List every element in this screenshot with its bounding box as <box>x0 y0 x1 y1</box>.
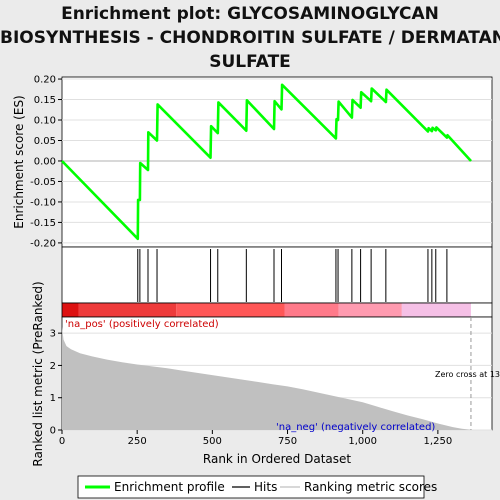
es-panel: 0.20 0.15 0.10 0.05 0.00 -0.05 -0.10 -0.15 -0.20… <box>12 75 493 249</box>
ranking-y-axis-label: Ranked list metric (PreRanked) <box>31 281 45 466</box>
es-y-ticks: 0.20 0.15 0.10 0.05 0.00 -0.05 -0.10 -0.15 -0.20 <box>30 75 62 249</box>
ranking-y-tick-label: 1 <box>50 393 56 404</box>
legend-hits-label: Hits <box>254 480 277 494</box>
es-y-tick-label: -0.20 <box>30 238 56 249</box>
es-y-tick-label: -0.10 <box>30 197 56 208</box>
colorbar-segment <box>78 303 177 317</box>
es-y-axis-label: Enrichment score (ES) <box>12 95 26 228</box>
es-y-tick-label: -0.15 <box>30 218 56 229</box>
zero-cross-label: Zero cross at 1360 <box>435 370 500 379</box>
negative-correlation-label: 'na_neg' (negatively correlated) <box>276 422 435 433</box>
legend-ranking-label: Ranking metric scores <box>304 480 437 494</box>
hit-lines <box>137 249 448 302</box>
x-tick-label: 1,250 <box>424 436 453 447</box>
ranking-x-ticks: 0 250 500 750 1,000 1,250 <box>59 430 452 447</box>
ranking-y-tick-label: 3 <box>50 329 56 340</box>
chart-title-line-2: BIOSYNTHESIS - CHONDROITIN SULFATE / DER… <box>0 28 500 48</box>
legend-box <box>77 475 425 499</box>
colorbar-segment <box>338 303 402 317</box>
ranking-y-tick-label: 0 <box>50 426 56 437</box>
es-y-tick-label: -0.05 <box>30 177 56 188</box>
x-tick-label: 750 <box>278 436 297 447</box>
es-y-tick-label: 0.15 <box>34 95 56 106</box>
x-tick-label: 0 <box>59 436 65 447</box>
colorbar-segment <box>401 303 471 317</box>
x-tick-label: 250 <box>128 436 147 447</box>
es-y-tick-label: 0.05 <box>34 136 56 147</box>
x-axis-label: Rank in Ordered Dataset <box>203 452 351 466</box>
colorbar-segment <box>284 303 339 317</box>
ranking-panel: 'na_pos' (positively correlated) 'na_neg… <box>31 281 500 466</box>
es-y-tick-label: 0.20 <box>34 75 56 86</box>
es-y-tick-label: 0.10 <box>34 116 56 127</box>
es-profile-line <box>61 83 472 241</box>
hits-panel <box>61 246 493 304</box>
legend: Enrichment profile Hits Ranking metric s… <box>77 475 437 499</box>
colorbar-segment <box>62 303 79 317</box>
legend-enrichment-label: Enrichment profile <box>114 480 225 494</box>
chart-title-line-3: SULFATE <box>209 52 291 72</box>
x-tick-label: 500 <box>203 436 222 447</box>
colorbar-segment <box>176 303 285 317</box>
chart-title: Enrichment plot: GLYCOSAMINOGLYCAN BIOSY… <box>0 2 500 74</box>
x-tick-label: 1,000 <box>348 436 377 447</box>
ranking-metric-area <box>62 326 471 430</box>
es-y-tick-label: 0.00 <box>34 156 56 167</box>
ranking-y-ticks: 0 1 2 3 <box>50 329 62 437</box>
colorbar-segment <box>470 303 492 317</box>
positive-correlation-label: 'na_pos' (positively correlated) <box>65 319 219 330</box>
es-gridlines <box>62 78 492 244</box>
ranking-colorbar <box>61 302 493 318</box>
hits-panel-background <box>61 246 493 304</box>
ranking-y-tick-label: 2 <box>50 361 56 372</box>
chart-title-line-1: Enrichment plot: GLYCOSAMINOGLYCAN <box>61 4 439 24</box>
